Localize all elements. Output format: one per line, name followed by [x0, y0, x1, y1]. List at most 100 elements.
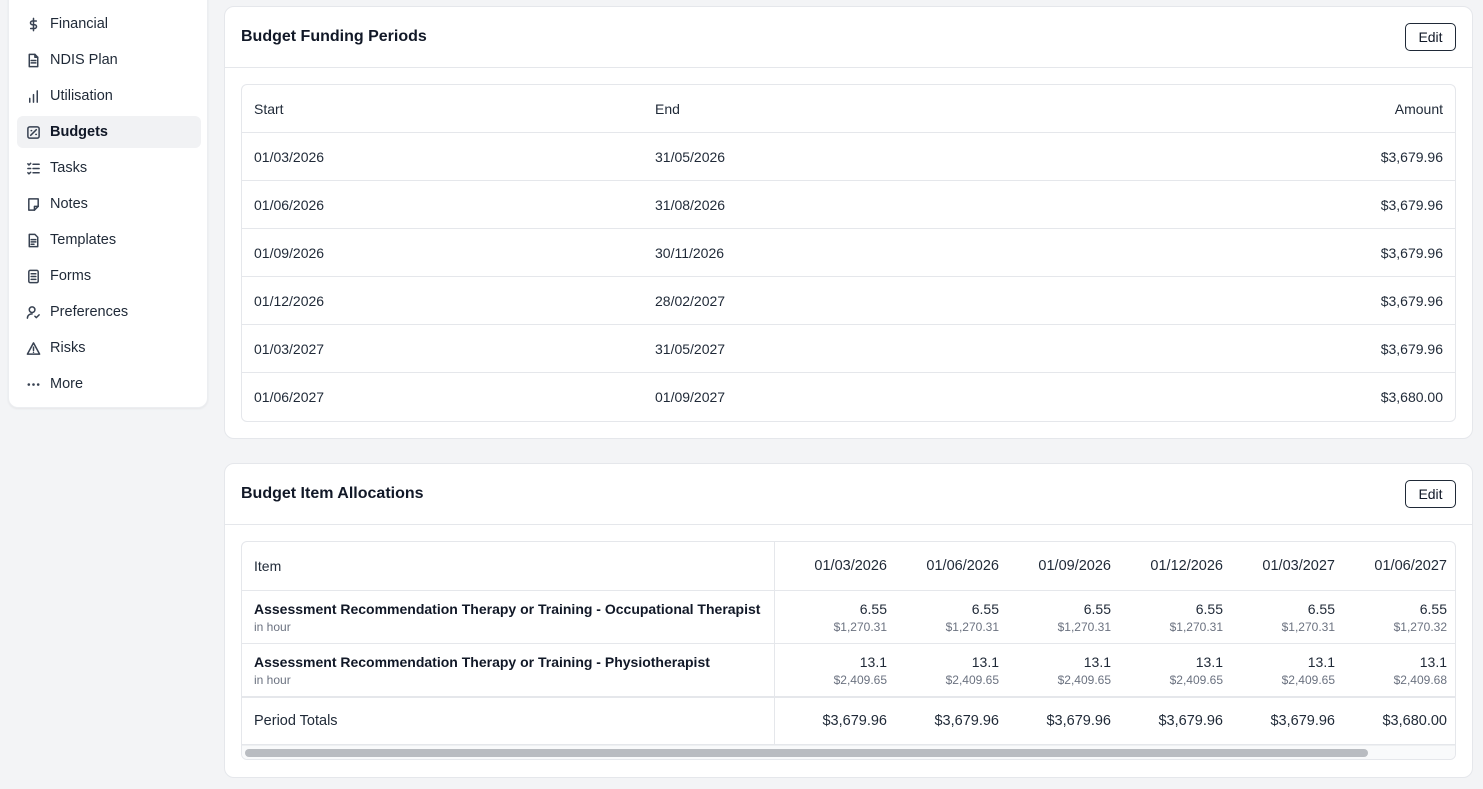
allocation-cell: 6.55 $1,270.31 [775, 591, 887, 643]
sidebar-item-label: Budgets [50, 124, 108, 140]
cell-amount: $3,679.96 [1380, 148, 1443, 165]
allocation-cell: 6.55 $1,270.32 [1335, 591, 1447, 643]
sidebar-item-label: Preferences [50, 304, 129, 320]
sidebar-item-templates[interactable]: Templates [17, 224, 201, 256]
period-total: $3,679.96 [1158, 713, 1223, 729]
sidebar-item-label: Templates [50, 232, 117, 248]
sidebar-item-label: Utilisation [50, 88, 113, 104]
sidebar-item-utilisation[interactable]: Utilisation [17, 80, 201, 112]
cell-amount: $2,409.65 [1281, 672, 1335, 687]
item-name: Assessment Recommendation Therapy or Tra… [254, 600, 761, 617]
cell-end: 28/02/2027 [655, 292, 726, 309]
column-header-period: 01/06/2027 [1374, 558, 1447, 574]
allocation-cell: 13.1 $2,409.65 [999, 644, 1111, 696]
table-row: 01/03/2027 31/05/2027 $3,679.96 [242, 325, 1455, 373]
sidebar-item-label: NDIS Plan [50, 52, 118, 68]
cell-amount: $2,409.65 [1169, 672, 1223, 687]
cell-end: 30/11/2026 [655, 244, 725, 261]
cell-amount: $2,409.65 [833, 672, 887, 687]
dollar-icon [25, 16, 41, 32]
item-cell: Assessment Recommendation Therapy or Tra… [242, 591, 775, 643]
item-unit: in hour [254, 672, 291, 687]
table-row: 01/09/2026 30/11/2026 $3,679.96 [242, 229, 1455, 277]
sidebar-item-label: Financial [50, 16, 109, 32]
sidebar-item-tasks[interactable]: Tasks [17, 152, 201, 184]
scrollbar-thumb[interactable] [245, 749, 1368, 757]
totals-label: Period Totals [242, 698, 775, 744]
cell-quantity: 6.55 [1419, 600, 1447, 617]
column-header-item: Item [242, 542, 775, 590]
allocation-cell: 6.55 $1,270.31 [1111, 591, 1223, 643]
sidebar-item-label: Tasks [50, 160, 88, 176]
cell-end: 01/09/2027 [655, 389, 726, 405]
sidebar-item-label: Notes [50, 196, 88, 212]
edit-button[interactable]: Edit [1405, 480, 1456, 508]
allocation-cell: 6.55 $1,270.31 [999, 591, 1111, 643]
cell-quantity: 13.1 [971, 653, 999, 670]
sidebar-item-preferences[interactable]: Preferences [17, 296, 201, 328]
horizontal-scrollbar[interactable] [242, 745, 1455, 759]
cell-quantity: 13.1 [1195, 653, 1223, 670]
card-header: Budget Item Allocations Edit [225, 464, 1472, 525]
tasks-icon [25, 160, 41, 176]
allocation-cell: 13.1 $2,409.65 [887, 644, 999, 696]
cell-quantity: 13.1 [859, 653, 887, 670]
cell-amount: $1,270.31 [1169, 619, 1223, 634]
item-allocations-card: Budget Item Allocations Edit Item 01/03/… [224, 463, 1473, 778]
table-row: Assessment Recommendation Therapy or Tra… [242, 644, 1455, 697]
table-header-row: Start End Amount [242, 85, 1455, 133]
cell-start: 01/09/2026 [254, 244, 325, 261]
table-row: 01/06/2026 31/08/2026 $3,679.96 [242, 181, 1455, 229]
sidebar-item-financial[interactable]: Financial [17, 8, 201, 40]
cell-end: 31/05/2027 [655, 340, 726, 357]
item-cell: Assessment Recommendation Therapy or Tra… [242, 644, 775, 696]
column-header-period: 01/03/2026 [814, 558, 887, 574]
allocation-cell: 13.1 $2,409.65 [775, 644, 887, 696]
table-row: 01/12/2026 28/02/2027 $3,679.96 [242, 277, 1455, 325]
cell-quantity: 13.1 [1419, 653, 1447, 670]
cell-amount: $3,679.96 [1380, 196, 1443, 213]
column-header-period: 01/06/2026 [926, 558, 999, 574]
sidebar-item-more[interactable]: More [17, 368, 201, 400]
cell-start: 01/03/2027 [254, 340, 325, 357]
edit-button[interactable]: Edit [1405, 23, 1456, 51]
sidebar-item-label: Risks [50, 340, 86, 356]
table-row: Assessment Recommendation Therapy or Tra… [242, 591, 1455, 644]
sidebar-nav: Financial NDIS Plan Utilisation Budgets … [8, 0, 208, 408]
sidebar-item-forms[interactable]: Forms [17, 260, 201, 292]
allocation-cell: 13.1 $2,409.68 [1335, 644, 1447, 696]
allocation-cell: 6.55 $1,270.31 [887, 591, 999, 643]
cell-quantity: 6.55 [971, 600, 999, 617]
cell-amount: $2,409.65 [945, 672, 999, 687]
card-title: Budget Item Allocations [241, 485, 424, 502]
sidebar-item-ndis-plan[interactable]: NDIS Plan [17, 44, 201, 76]
cell-quantity: 13.1 [1083, 653, 1111, 670]
sidebar-item-label: More [50, 376, 84, 392]
table-row: 01/03/2026 31/05/2026 $3,679.96 [242, 133, 1455, 181]
allocation-cell: 13.1 $2,409.65 [1111, 644, 1223, 696]
cell-amount: $1,270.32 [1393, 619, 1447, 634]
period-total: $3,679.96 [934, 713, 999, 729]
cell-quantity: 6.55 [1307, 600, 1335, 617]
funding-periods-table: Start End Amount 01/03/2026 31/05/2026 $… [241, 84, 1456, 422]
cell-end: 31/05/2026 [655, 148, 726, 165]
template-icon [25, 232, 41, 248]
cell-amount: $2,409.65 [1057, 672, 1111, 687]
cell-quantity: 6.55 [859, 600, 887, 617]
column-header-amount: Amount [1394, 100, 1443, 117]
cell-start: 01/03/2026 [254, 148, 325, 165]
cell-amount: $1,270.31 [945, 619, 999, 634]
warning-icon [25, 340, 41, 356]
user-check-icon [25, 304, 41, 320]
item-name: Assessment Recommendation Therapy or Tra… [254, 653, 710, 670]
funding-periods-card: Budget Funding Periods Edit Start End Am… [224, 6, 1473, 439]
sidebar-item-notes[interactable]: Notes [17, 188, 201, 220]
allocation-cell: 6.55 $1,270.31 [1223, 591, 1335, 643]
sidebar-item-budgets[interactable]: Budgets [17, 116, 201, 148]
allocation-cell: 13.1 $2,409.65 [1223, 644, 1335, 696]
cell-amount: $1,270.31 [1057, 619, 1111, 634]
sidebar-item-risks[interactable]: Risks [17, 332, 201, 364]
cell-quantity: 6.55 [1083, 600, 1111, 617]
cell-start: 01/06/2026 [254, 196, 325, 213]
cell-quantity: 6.55 [1195, 600, 1223, 617]
